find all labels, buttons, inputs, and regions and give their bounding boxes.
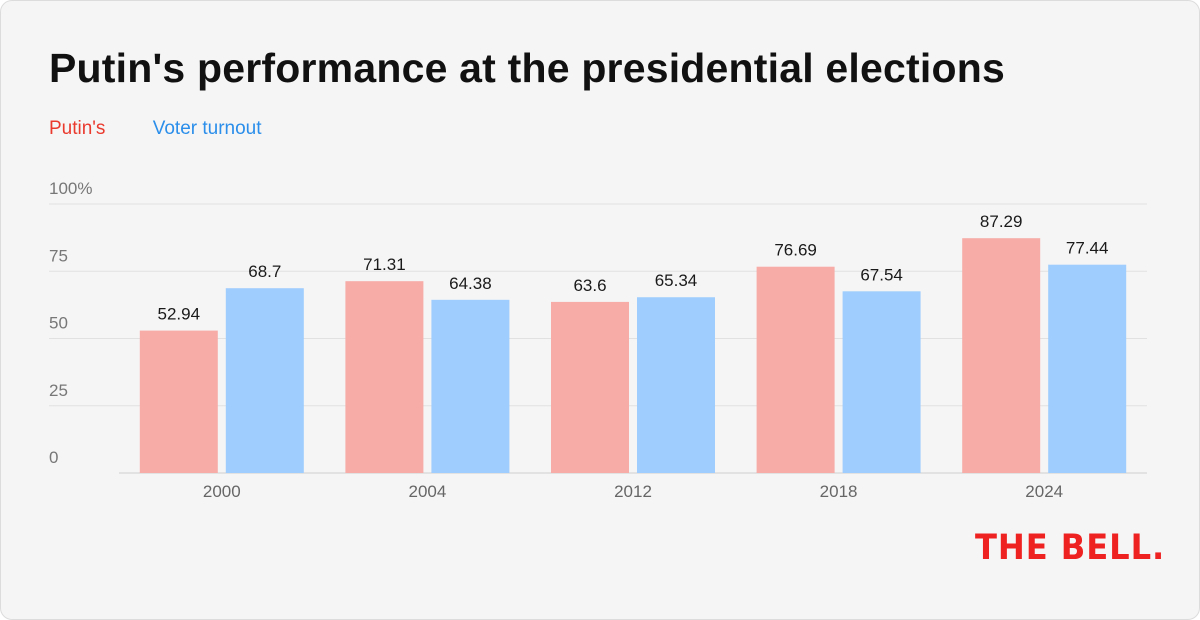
bar-turnout-2012 <box>637 297 715 473</box>
data-label: 77.44 <box>1066 239 1109 258</box>
the-bell-logo: THE BELL. <box>975 528 1166 568</box>
x-tick-label: 2004 <box>408 482 446 501</box>
data-label: 67.54 <box>860 265 903 284</box>
x-tick-label: 2012 <box>614 482 652 501</box>
x-tick-label: 2018 <box>820 482 858 501</box>
legend-item-voter-turnout: Voter turnout <box>152 118 262 139</box>
y-tick-label: 100% <box>49 179 92 198</box>
y-tick-label: 0 <box>49 448 58 467</box>
legend-item-putins: Putin's <box>49 118 106 139</box>
data-label: 65.34 <box>655 271 698 290</box>
data-label: 68.7 <box>248 262 281 281</box>
bar-putins-2012 <box>551 301 629 473</box>
chart-legend: Putin's Voter turnout <box>49 118 262 140</box>
bar-putins-2004 <box>345 281 424 473</box>
data-label: 87.29 <box>980 212 1023 231</box>
y-tick-label: 50 <box>49 314 68 333</box>
chart-title: Putin's performance at the presidential … <box>49 45 1005 91</box>
bar-turnout-2024 <box>1048 264 1127 473</box>
bar-putins-2024 <box>962 238 1041 473</box>
data-label: 63.6 <box>573 276 606 295</box>
bar-putins-2000 <box>139 330 218 473</box>
x-tick-label: 2024 <box>1025 482 1063 501</box>
bar-turnout-2018 <box>842 291 921 473</box>
x-tick-label: 2000 <box>203 482 241 501</box>
data-label: 64.38 <box>449 274 492 293</box>
bar-putins-2018 <box>756 266 835 473</box>
data-label: 52.94 <box>158 305 201 324</box>
y-tick-label: 25 <box>49 381 68 400</box>
bar-turnout-2000 <box>225 288 304 473</box>
data-label: 71.31 <box>363 255 406 274</box>
y-tick-label: 75 <box>49 246 68 265</box>
bar-turnout-2004 <box>431 299 510 473</box>
data-label: 76.69 <box>774 241 817 260</box>
